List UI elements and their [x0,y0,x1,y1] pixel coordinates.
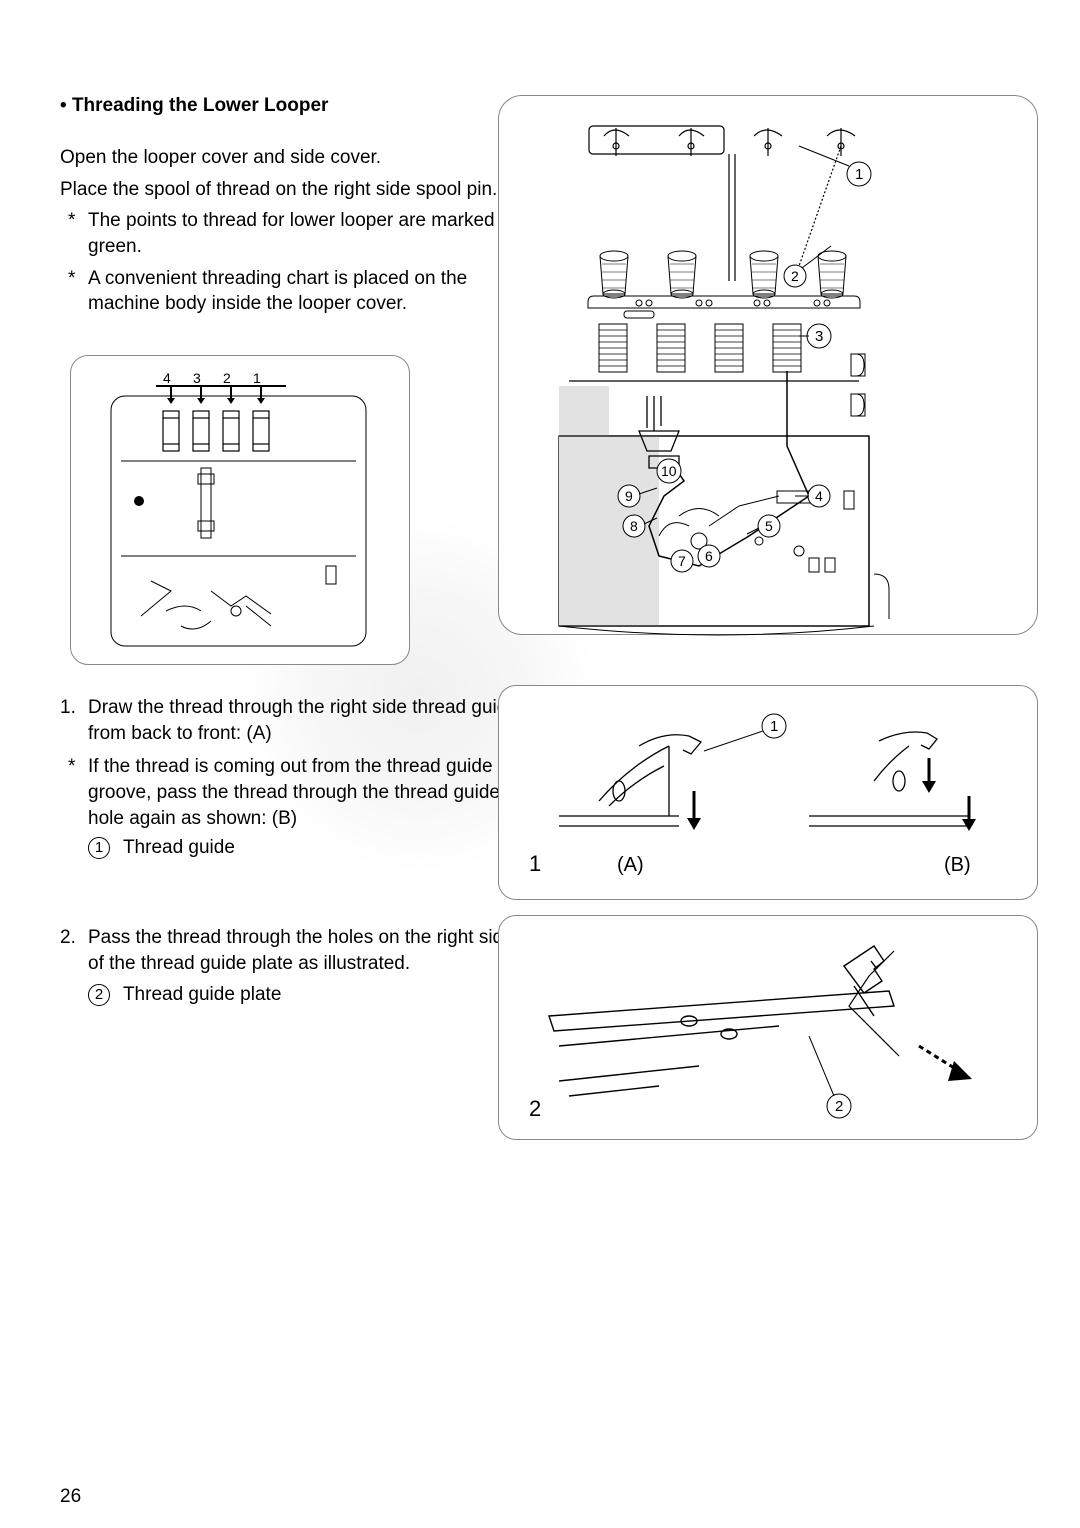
svg-text:(B): (B) [944,854,971,876]
svg-text:8: 8 [630,518,638,534]
bullet-2: A convenient threading chart is placed o… [74,266,530,317]
svg-text:5: 5 [765,518,773,534]
step-2-number: 2. [60,925,76,951]
svg-text:6: 6 [705,548,713,564]
step-2-part: 2 Thread guide plate [60,984,530,1006]
figure-looper-chart: 4 3 2 1 [70,355,410,665]
svg-text:2: 2 [223,370,231,386]
step-2-part-number: 2 [88,984,110,1006]
svg-text:2: 2 [835,1098,843,1115]
step-2-part-label: Thread guide plate [123,984,281,1005]
figure-step-1: 1 1 (A) (B) [498,685,1038,900]
svg-text:1: 1 [253,370,261,386]
svg-text:7: 7 [678,553,686,569]
step-1-note: If the thread is coming out from the thr… [74,754,530,831]
figure-main-threading: 1 2 [498,95,1038,635]
bullet-1: The points to thread for lower looper ar… [74,208,530,259]
heading-bullet: • [60,95,67,116]
figure-step-2: 2 2 [498,915,1038,1140]
svg-text:4: 4 [163,370,171,386]
svg-text:2: 2 [529,1096,541,1121]
text-column: • Threading the Lower Looper Open the lo… [60,95,530,317]
svg-text:3: 3 [815,328,823,345]
step-2-block: 2. Pass the thread through the holes on … [60,925,530,1006]
intro-line-1: Open the looper cover and side cover. [60,145,530,171]
svg-text:1: 1 [770,718,778,735]
step-1-text: Draw the thread through the right side t… [88,697,518,744]
fig1-left-num: 1 [529,851,541,876]
svg-text:9: 9 [625,488,633,504]
heading-text: Threading the Lower Looper [72,95,329,116]
svg-text:4: 4 [815,488,823,504]
step-1-part-label: Thread guide [123,837,235,858]
step-2-text: Pass the thread through the holes on the… [88,927,514,974]
svg-text:(A): (A) [617,854,644,876]
svg-text:1: 1 [855,166,863,183]
intro-bullets: The points to thread for lower looper ar… [60,208,530,317]
section-heading: • Threading the Lower Looper [60,95,530,117]
step-1: 1. Draw the thread through the right sid… [60,695,530,746]
page-number: 26 [60,1486,81,1508]
step-1-number: 1. [60,695,76,721]
intro-line-2: Place the spool of thread on the right s… [60,177,530,203]
step-1-block: 1. Draw the thread through the right sid… [60,695,530,859]
svg-text:10: 10 [661,463,677,479]
svg-text:2: 2 [791,268,799,284]
step-2: 2. Pass the thread through the holes on … [60,925,530,976]
step-1-part: 1 Thread guide [60,837,530,859]
svg-text:3: 3 [193,370,201,386]
step-1-part-number: 1 [88,837,110,859]
